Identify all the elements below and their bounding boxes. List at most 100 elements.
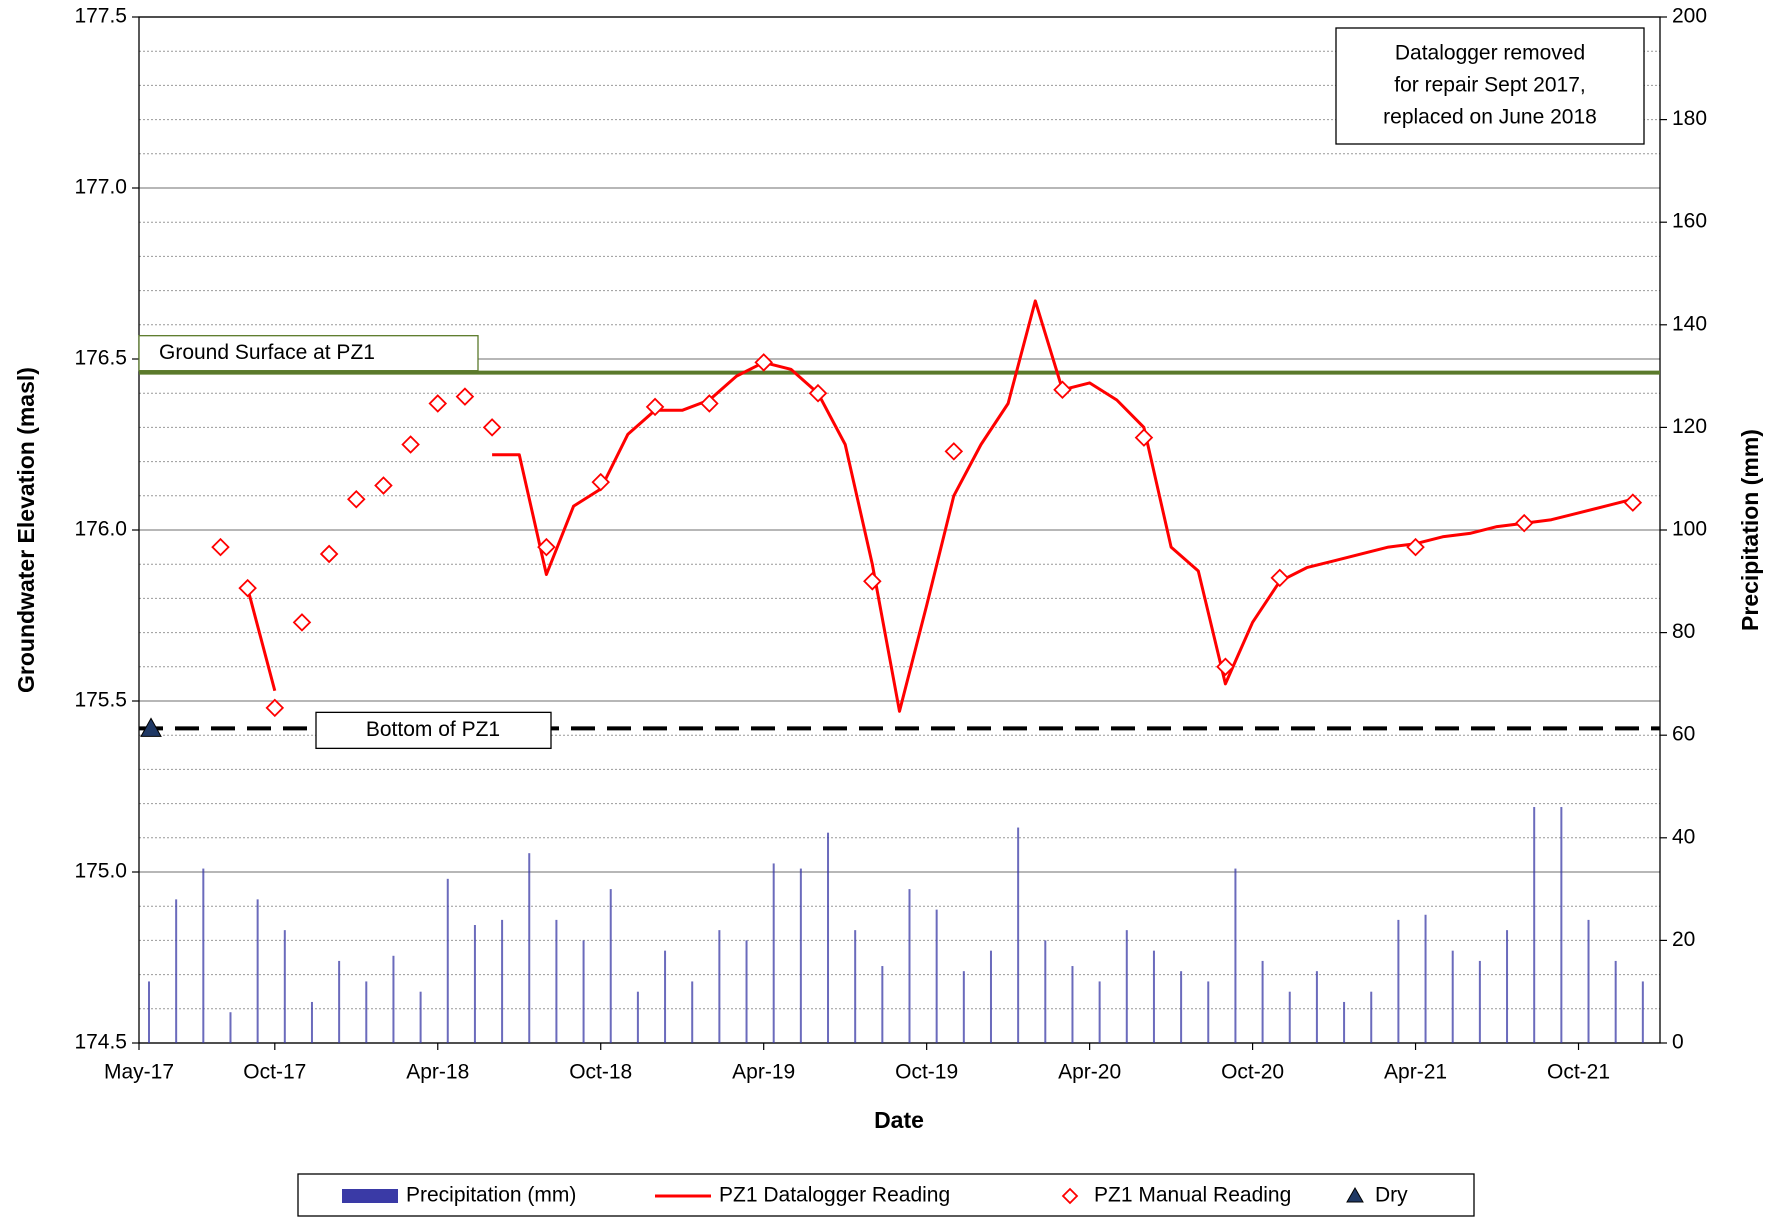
precip-bar — [365, 981, 368, 1043]
annotation-text: for repair Sept 2017, — [1394, 74, 1585, 97]
precip-bar — [745, 940, 748, 1043]
dry-marker — [140, 717, 162, 737]
precip-bar — [1343, 1001, 1346, 1043]
annotation-box — [1335, 27, 1645, 145]
legend-swatch — [1061, 1187, 1079, 1205]
precip-bar — [501, 919, 504, 1043]
precip-bar — [1044, 940, 1047, 1043]
plot-frame — [138, 16, 1661, 1044]
precip-bar — [555, 919, 558, 1043]
legend-label: Precipitation (mm) — [406, 1184, 576, 1207]
manual-reading — [808, 383, 828, 403]
manual-reading — [1406, 537, 1425, 557]
legend-swatch — [1346, 1186, 1364, 1203]
x-tick-label: Apr-19 — [732, 1061, 795, 1084]
y-tick-label: 177.0 — [74, 176, 127, 199]
precip-bar — [202, 868, 205, 1043]
precip-bar — [1370, 991, 1373, 1043]
precip-bar — [473, 925, 476, 1043]
x-tick-label: May-17 — [104, 1061, 174, 1084]
precip-bar — [582, 940, 585, 1043]
y2-tick-label: 200 — [1672, 5, 1707, 28]
y2-tick-label: 160 — [1672, 210, 1707, 233]
precip-bar — [962, 971, 965, 1043]
precip-bar — [935, 909, 938, 1043]
precip-bar — [283, 930, 286, 1043]
y2-tick-label: 120 — [1672, 415, 1707, 438]
legend-label: PZ1 Manual Reading — [1094, 1184, 1291, 1207]
precip-bar — [827, 832, 830, 1043]
y2-tick-label: 180 — [1672, 107, 1707, 130]
annotation-text: Datalogger removed — [1395, 42, 1585, 65]
manual-reading — [1216, 657, 1235, 677]
manual-reading — [238, 578, 257, 598]
x-axis-title: Date — [874, 1107, 924, 1133]
precip-bar — [1180, 971, 1183, 1043]
precip-bar — [1125, 930, 1128, 1043]
manual-reading — [863, 572, 882, 591]
precip-bar — [1397, 919, 1400, 1043]
precip-bar — [908, 889, 911, 1043]
precip-bar — [1424, 914, 1427, 1043]
x-tick-label: Oct-18 — [569, 1061, 632, 1084]
precip-bar — [1234, 868, 1237, 1043]
precip-bar — [310, 1001, 313, 1043]
y-tick-label: 176.5 — [74, 347, 127, 370]
y-tick-label: 175.0 — [74, 860, 127, 883]
manual-reading — [1270, 568, 1290, 588]
label-box — [315, 711, 552, 750]
y2-tick-label: 100 — [1672, 518, 1707, 541]
precip-bar — [881, 966, 884, 1043]
manual-reading — [374, 476, 393, 495]
precip-bar — [691, 981, 694, 1043]
precip-bar — [256, 899, 259, 1043]
precip-bar — [392, 955, 395, 1043]
precip-bar — [1451, 950, 1454, 1043]
precip-bar — [609, 889, 612, 1043]
precip-bar — [1315, 971, 1318, 1043]
manual-reading — [645, 397, 665, 417]
precip-bar — [664, 950, 667, 1043]
manual-reading — [211, 537, 230, 557]
precip-bar — [175, 899, 178, 1043]
reference-label: Bottom of PZ1 — [366, 718, 500, 741]
x-tick-label: Oct-19 — [895, 1061, 958, 1084]
y2-tick-label: 0 — [1672, 1031, 1684, 1054]
precip-bar — [1533, 807, 1536, 1043]
y-tick-label: 175.5 — [74, 689, 127, 712]
y2-axis-title: Precipitation (mm) — [1737, 429, 1763, 631]
y-tick-label: 176.0 — [74, 518, 127, 541]
precip-bar — [989, 950, 992, 1043]
precip-bar — [1207, 981, 1210, 1043]
precip-bar — [1478, 960, 1481, 1043]
manual-reading — [1053, 380, 1072, 400]
manual-reading — [1514, 513, 1534, 533]
manual-reading — [319, 544, 339, 564]
y2-tick-label: 60 — [1672, 723, 1695, 746]
precip-bar — [1261, 960, 1264, 1043]
label-box — [138, 335, 479, 372]
manual-reading — [754, 353, 773, 372]
y2-tick-label: 40 — [1672, 825, 1695, 848]
x-tick-label: Apr-18 — [406, 1061, 469, 1084]
manual-reading — [482, 418, 502, 437]
legend-label: PZ1 Datalogger Reading — [719, 1184, 950, 1207]
manual-reading — [1134, 428, 1154, 447]
manual-reading — [537, 537, 556, 557]
y2-tick-label: 80 — [1672, 620, 1695, 643]
precip-bar — [1071, 966, 1074, 1043]
precip-bar — [636, 991, 639, 1043]
precip-bar — [1017, 827, 1020, 1043]
precip-bar — [1506, 930, 1509, 1043]
precip-bar — [1288, 991, 1291, 1043]
precip-bar — [229, 1012, 232, 1043]
y2-tick-label: 140 — [1672, 312, 1707, 335]
manual-reading — [265, 698, 285, 718]
precip-bar — [718, 930, 721, 1043]
x-tick-label: Oct-21 — [1547, 1061, 1610, 1084]
y-tick-label: 177.5 — [74, 5, 127, 28]
manual-reading — [401, 435, 420, 454]
precip-bar — [1587, 919, 1590, 1043]
precip-bar — [772, 863, 775, 1043]
x-tick-label: Oct-20 — [1221, 1061, 1284, 1084]
